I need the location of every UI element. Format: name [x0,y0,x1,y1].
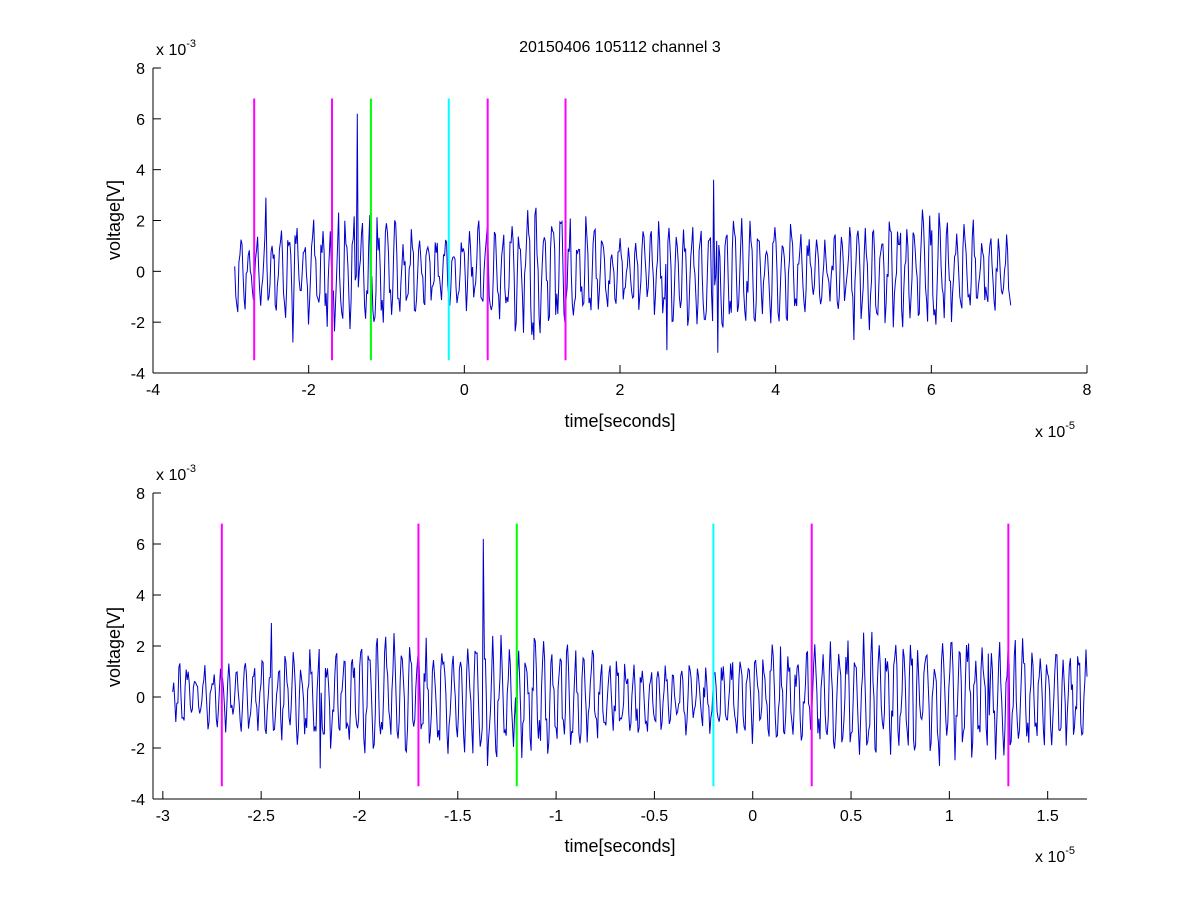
x-tick-label: -2 [352,808,366,825]
y-axis-label: voltage[V] [104,180,124,260]
x-exponent-text: -5 [1065,420,1075,432]
y-tick-label: 0 [136,264,145,281]
bottom-plot: x 10-3 x 10-5 time[seconds] voltage[V] -… [104,463,1088,866]
x-tick-label: -4 [146,382,160,399]
y-multiplier-text: x 10 [156,42,186,59]
x-tick-label: 1.5 [1037,808,1059,825]
x-multiplier-text: x 10 [1035,849,1065,866]
x-tick-label: -1 [549,808,563,825]
x-tick-label: -2 [302,382,316,399]
y-axis-label: voltage[V] [104,607,124,687]
y-tick-label: 8 [136,486,145,503]
x-axis-label: time[seconds] [564,836,675,856]
x-tick-label: -0.5 [641,808,669,825]
x-tick-label: 8 [1083,382,1092,399]
x-exponent-label: x 10-5 [1035,845,1075,866]
y-exponent-text: -3 [186,463,196,475]
x-tick-label: 1 [945,808,954,825]
y-exponent-label: x 10-3 [156,38,196,59]
y-tick-label: -2 [131,315,145,332]
y-tick-label: -4 [131,366,145,383]
x-tick-label: 0.5 [840,808,862,825]
y-tick-label: 4 [136,588,145,605]
signal-line [234,113,1012,353]
y-multiplier-text: x 10 [156,467,186,484]
y-exponent-label: x 10-3 [156,463,196,484]
x-tick-label: 0 [748,808,757,825]
x-tick-label: 2 [616,382,625,399]
y-tick-label: 2 [136,639,145,656]
x-tick-label: -1.5 [444,808,472,825]
signal-line [172,538,1088,769]
x-tick-label: -2.5 [247,808,275,825]
top-plot: 20150406 105112 channel 3 x 10-3 x 10-5 … [104,38,1092,441]
x-axis-label: time[seconds] [564,411,675,431]
x-tick-label: 4 [771,382,780,399]
x-tick-label: -3 [156,808,170,825]
plot-area [153,68,1087,373]
y-tick-label: 2 [136,214,145,231]
y-tick-label: 4 [136,163,145,180]
x-multiplier-text: x 10 [1035,424,1065,441]
x-tick-label: 6 [927,382,936,399]
plot-area [153,493,1088,799]
y-exponent-text: -3 [186,38,196,50]
y-tick-label: 6 [136,537,145,554]
x-tick-label: 0 [460,382,469,399]
y-tick-label: -4 [131,792,145,809]
x-exponent-text: -5 [1065,845,1075,857]
plot-background [153,493,1087,799]
chart-title: 20150406 105112 channel 3 [519,39,721,56]
y-tick-label: -2 [131,741,145,758]
x-exponent-label: x 10-5 [1035,420,1075,441]
y-tick-label: 6 [136,112,145,129]
y-tick-label: 8 [136,61,145,78]
y-tick-label: 0 [136,690,145,707]
